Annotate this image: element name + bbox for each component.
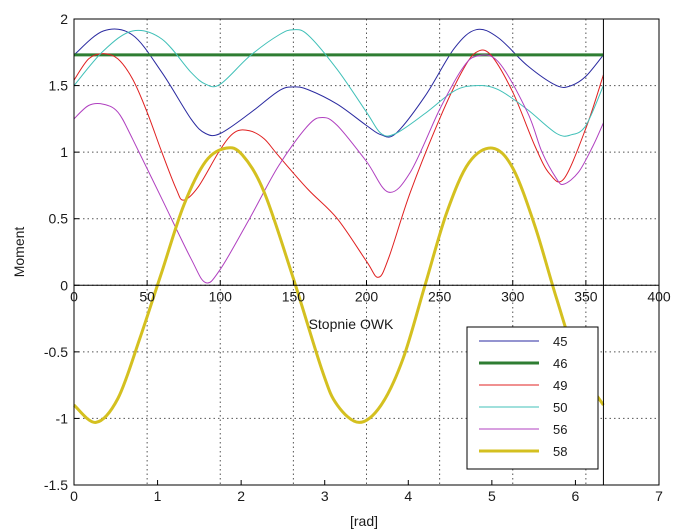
x-tick-label: 50 <box>139 288 155 304</box>
rad-tick-label: 5 <box>488 488 496 504</box>
y-tick-label: 1.5 <box>49 78 69 94</box>
x-tick-label: 350 <box>574 288 598 304</box>
rad-tick-label: 2 <box>237 488 245 504</box>
legend-label-58: 58 <box>553 444 567 459</box>
series-line-58 <box>72 146 605 424</box>
series-line-45 <box>73 28 604 138</box>
x-tick-label: 250 <box>428 288 452 304</box>
secondary-x-axis-label: [rad] <box>350 513 378 529</box>
rad-tick-label: 0 <box>70 488 78 504</box>
series-line-49 <box>73 49 604 278</box>
legend: 45 46 49 50 56 58 <box>466 326 599 470</box>
x-tick-label: 0 <box>70 288 78 304</box>
rad-tick-label: 7 <box>655 488 663 504</box>
legend-label-45: 45 <box>553 334 567 349</box>
y-tick-label: 0 <box>60 277 68 293</box>
series-group <box>72 28 605 424</box>
rad-tick-label: 3 <box>321 488 329 504</box>
legend-label-49: 49 <box>553 378 567 393</box>
y-tick-label: 0.5 <box>49 211 69 227</box>
y-axis-label: Moment <box>11 227 27 278</box>
series-line-56 <box>73 54 604 284</box>
x-tick-label: 200 <box>355 288 379 304</box>
y-tick-label: 2 <box>60 11 68 27</box>
x-tick-label: 100 <box>209 288 233 304</box>
rad-tick-label: 4 <box>404 488 412 504</box>
plot-frame <box>73 18 660 486</box>
x-tick-label: 300 <box>501 288 525 304</box>
x-axis-label: Stopnie OWK <box>309 316 394 332</box>
y-tick-label: -0.5 <box>44 344 68 360</box>
x-tick-label: 150 <box>282 288 306 304</box>
legend-box <box>466 326 599 470</box>
x-tick-label: 400 <box>647 288 671 304</box>
legend-label-46: 46 <box>553 356 567 371</box>
axes <box>73 18 660 486</box>
y-tick-label: -1 <box>56 410 69 426</box>
legend-label-56: 56 <box>553 422 567 437</box>
series-line-50 <box>73 29 604 137</box>
y-tick-label: -1.5 <box>44 477 68 493</box>
rad-tick-label: 1 <box>154 488 162 504</box>
legend-label-50: 50 <box>553 400 567 415</box>
y-tick-label: 1 <box>60 144 68 160</box>
rad-tick-label: 6 <box>572 488 580 504</box>
